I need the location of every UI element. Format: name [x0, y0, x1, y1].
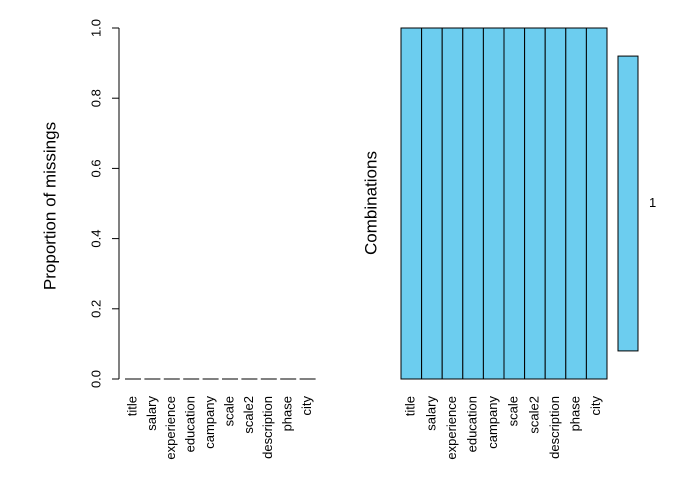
combination-cell-city	[585, 27, 608, 380]
right-label-city: city	[588, 396, 603, 416]
combination-cell-campany	[482, 27, 505, 380]
combination-count-label: 1	[649, 195, 656, 210]
left-label-campany: campany	[202, 396, 217, 449]
left-y-tick-label: 1.0	[88, 19, 103, 37]
combination-cells	[400, 27, 608, 380]
combination-cell-experience	[441, 27, 464, 380]
left-y-tick-label: 0.8	[88, 89, 103, 107]
left-y-tick-label: 0.6	[88, 159, 103, 177]
left-label-title: title	[124, 396, 139, 416]
combination-cell-title	[400, 27, 423, 380]
right-label-scale2: scale2	[526, 396, 541, 434]
right-label-campany: campany	[485, 396, 500, 449]
missing-proportion-panel: 0.0 0.2 0.4 0.6 0.8 1.0 title salary experience…	[40, 19, 316, 460]
left-label-city: city	[299, 396, 314, 416]
right-label-description: description	[547, 396, 562, 459]
combination-cell-scale	[503, 27, 526, 380]
combination-frequency-bar	[617, 55, 639, 352]
combination-cell-phase	[565, 27, 587, 380]
right-label-salary: salary	[423, 396, 438, 431]
left-label-description: description	[260, 396, 275, 459]
left-label-scale: scale	[221, 396, 236, 426]
combination-cell-salary	[421, 27, 443, 380]
right-label-experience: experience	[444, 396, 459, 460]
right-y-axis-title: Combinations	[361, 151, 380, 255]
left-variable-labels: title salary experience education campany sca…	[124, 396, 314, 460]
combinations-panel: 1 title salary experience education campany s…	[361, 27, 656, 460]
left-label-phase: phase	[280, 396, 295, 431]
right-label-education: education	[465, 396, 480, 452]
left-y-tick-label: 0.4	[88, 230, 103, 248]
left-y-tick-label: 0.2	[88, 300, 103, 318]
left-label-salary: salary	[144, 396, 159, 431]
right-label-title: title	[403, 396, 418, 416]
right-variable-labels: title salary experience education campany sca…	[403, 396, 603, 460]
combination-frequency-bars: 1	[617, 55, 656, 352]
left-label-education: education	[183, 396, 198, 452]
left-label-experience: experience	[163, 396, 178, 460]
left-y-ticks: 0.0 0.2 0.4 0.6 0.8 1.0	[88, 19, 119, 388]
right-label-phase: phase	[568, 396, 583, 431]
left-y-tick-label: 0.0	[88, 370, 103, 388]
right-label-scale: scale	[506, 396, 521, 426]
combination-cell-description	[544, 27, 567, 380]
left-y-axis-title: Proportion of missings	[40, 122, 59, 290]
combination-cell-education	[462, 27, 484, 380]
combination-cell-scale2	[524, 27, 546, 380]
left-label-scale2: scale2	[241, 396, 256, 434]
